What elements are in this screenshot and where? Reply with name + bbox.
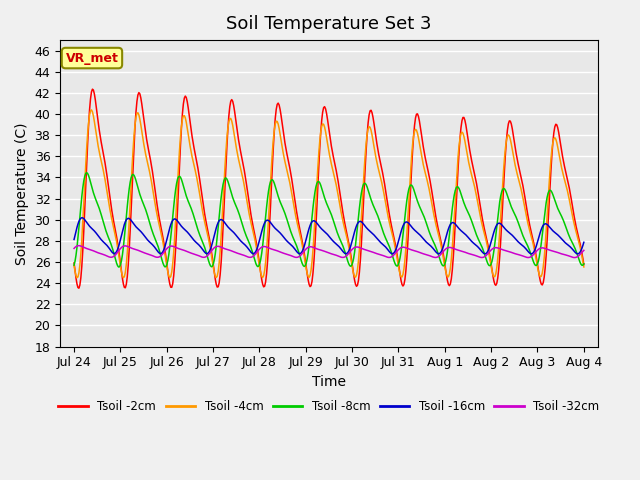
- Tsoil -2cm: [70, 260, 78, 266]
- Tsoil -4cm: [167, 274, 175, 279]
- Tsoil -8cm: [538, 240, 545, 246]
- Tsoil -32cm: [166, 243, 173, 249]
- Tsoil -16cm: [536, 229, 544, 235]
- Line: Tsoil -16cm: Tsoil -16cm: [74, 218, 584, 254]
- Tsoil -32cm: [536, 245, 544, 251]
- Tsoil -2cm: [580, 262, 588, 267]
- Tsoil -2cm: [375, 152, 383, 157]
- Tsoil -8cm: [167, 234, 175, 240]
- Tsoil -16cm: [574, 251, 582, 257]
- Y-axis label: Soil Temperature (C): Soil Temperature (C): [15, 122, 29, 264]
- Tsoil -16cm: [70, 237, 78, 242]
- Tsoil -4cm: [246, 216, 254, 222]
- Tsoil -2cm: [75, 285, 83, 291]
- Tsoil -16cm: [580, 240, 588, 245]
- Tsoil -8cm: [115, 264, 122, 270]
- Tsoil -4cm: [73, 275, 81, 281]
- Tsoil -8cm: [557, 212, 564, 217]
- Tsoil -32cm: [70, 246, 78, 252]
- Tsoil -16cm: [556, 234, 563, 240]
- Title: Soil Temperature Set 3: Soil Temperature Set 3: [226, 15, 432, 33]
- Tsoil -2cm: [246, 207, 254, 213]
- Tsoil -32cm: [75, 243, 83, 249]
- Tsoil -16cm: [245, 247, 253, 253]
- Tsoil -8cm: [83, 170, 90, 176]
- Tsoil -4cm: [580, 264, 588, 270]
- Tsoil -16cm: [128, 219, 136, 225]
- Tsoil -8cm: [580, 261, 588, 267]
- Tsoil -2cm: [538, 281, 545, 287]
- Line: Tsoil -4cm: Tsoil -4cm: [74, 110, 584, 278]
- Line: Tsoil -2cm: Tsoil -2cm: [74, 89, 584, 288]
- Tsoil -8cm: [70, 262, 78, 268]
- Tsoil -8cm: [375, 216, 383, 221]
- Legend: Tsoil -2cm, Tsoil -4cm, Tsoil -8cm, Tsoil -16cm, Tsoil -32cm: Tsoil -2cm, Tsoil -4cm, Tsoil -8cm, Tsoi…: [54, 396, 604, 418]
- Tsoil -16cm: [78, 215, 86, 221]
- Tsoil -2cm: [129, 163, 137, 168]
- Tsoil -8cm: [129, 171, 137, 177]
- X-axis label: Time: Time: [312, 375, 346, 389]
- Tsoil -4cm: [70, 263, 78, 269]
- Tsoil -4cm: [375, 168, 383, 173]
- Tsoil -32cm: [245, 254, 253, 260]
- Tsoil -32cm: [374, 251, 381, 257]
- Tsoil -32cm: [128, 245, 136, 251]
- Tsoil -4cm: [88, 107, 95, 113]
- Tsoil -32cm: [556, 251, 563, 256]
- Tsoil -4cm: [557, 160, 564, 166]
- Tsoil -2cm: [88, 86, 96, 92]
- Tsoil -2cm: [167, 284, 175, 290]
- Tsoil -4cm: [538, 274, 545, 279]
- Tsoil -32cm: [580, 248, 588, 253]
- Tsoil -8cm: [246, 242, 254, 248]
- Line: Tsoil -8cm: Tsoil -8cm: [74, 173, 584, 267]
- Tsoil -16cm: [166, 225, 173, 231]
- Text: VR_met: VR_met: [65, 51, 118, 64]
- Tsoil -2cm: [557, 142, 564, 147]
- Line: Tsoil -32cm: Tsoil -32cm: [74, 246, 584, 258]
- Tsoil -4cm: [129, 147, 137, 153]
- Tsoil -32cm: [570, 255, 578, 261]
- Tsoil -16cm: [374, 237, 381, 242]
